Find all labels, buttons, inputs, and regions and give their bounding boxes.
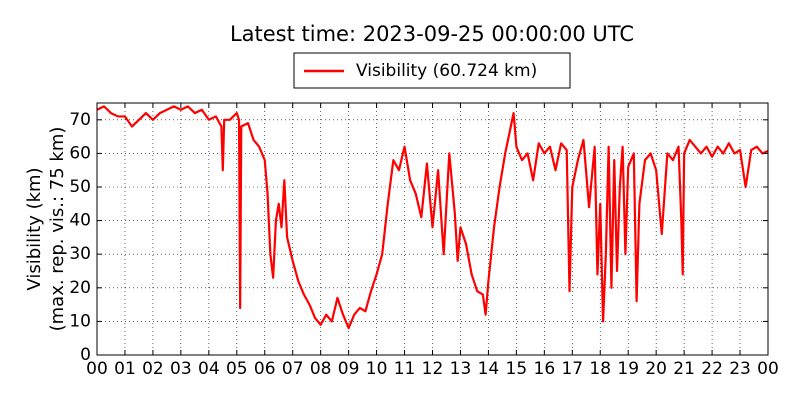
x-tick-label: 09: [338, 359, 360, 379]
x-tick-label: 11: [394, 359, 416, 379]
x-tick-label: 02: [142, 359, 164, 379]
x-tick-label: 08: [310, 359, 332, 379]
y-tick-label: 60: [69, 143, 91, 163]
x-tick-label: 13: [450, 359, 472, 379]
x-tick-label: 21: [673, 359, 695, 379]
y-tick-label: 10: [69, 311, 91, 331]
x-tick-label: 17: [561, 359, 583, 379]
data-line: [96, 105, 769, 330]
x-tick-label: 06: [254, 359, 276, 379]
ticks: 0 10 20 30 40 50 60 70 00 01 02 03 04 05 06 07 08 09 10 11 1…: [69, 103, 779, 379]
x-tick-label: 05: [226, 359, 248, 379]
x-tick-label: 16: [534, 359, 556, 379]
x-tick-label: 00: [86, 359, 108, 379]
legend: Visibility (60.724 km): [293, 52, 571, 89]
y-tick-label: 50: [69, 177, 91, 197]
plot-area: [96, 105, 769, 330]
x-tick-label: 23: [729, 359, 751, 379]
y-tick-label: 40: [69, 211, 91, 231]
x-tick-label: 10: [366, 359, 388, 379]
x-tick-label: 07: [282, 359, 304, 379]
chart-title: Latest time: 2023-09-25 00:00:00 UTC: [230, 22, 634, 46]
x-tick-label: 04: [198, 359, 220, 379]
x-tick-label: 12: [422, 359, 444, 379]
y-tick-label: 0: [80, 345, 91, 365]
y-tick-label: 30: [69, 244, 91, 264]
x-tick-label: 14: [478, 359, 500, 379]
x-tick-label: 00: [757, 359, 779, 379]
y-axis-label: Visibility (km): [24, 167, 45, 290]
x-tick-label: 22: [701, 359, 723, 379]
x-tick-label: 15: [506, 359, 528, 379]
x-tick-label: 19: [617, 359, 639, 379]
x-tick-label: 20: [645, 359, 667, 379]
y-axis-label: (max. rep. vis.: 75 km): [47, 127, 68, 332]
y-tick-label: 20: [69, 278, 91, 298]
legend-label: Visibility (60.724 km): [356, 61, 537, 81]
x-tick-label: 01: [114, 359, 136, 379]
x-tick-label: 18: [589, 359, 611, 379]
x-tick-label: 03: [170, 359, 192, 379]
y-tick-label: 70: [69, 110, 91, 130]
